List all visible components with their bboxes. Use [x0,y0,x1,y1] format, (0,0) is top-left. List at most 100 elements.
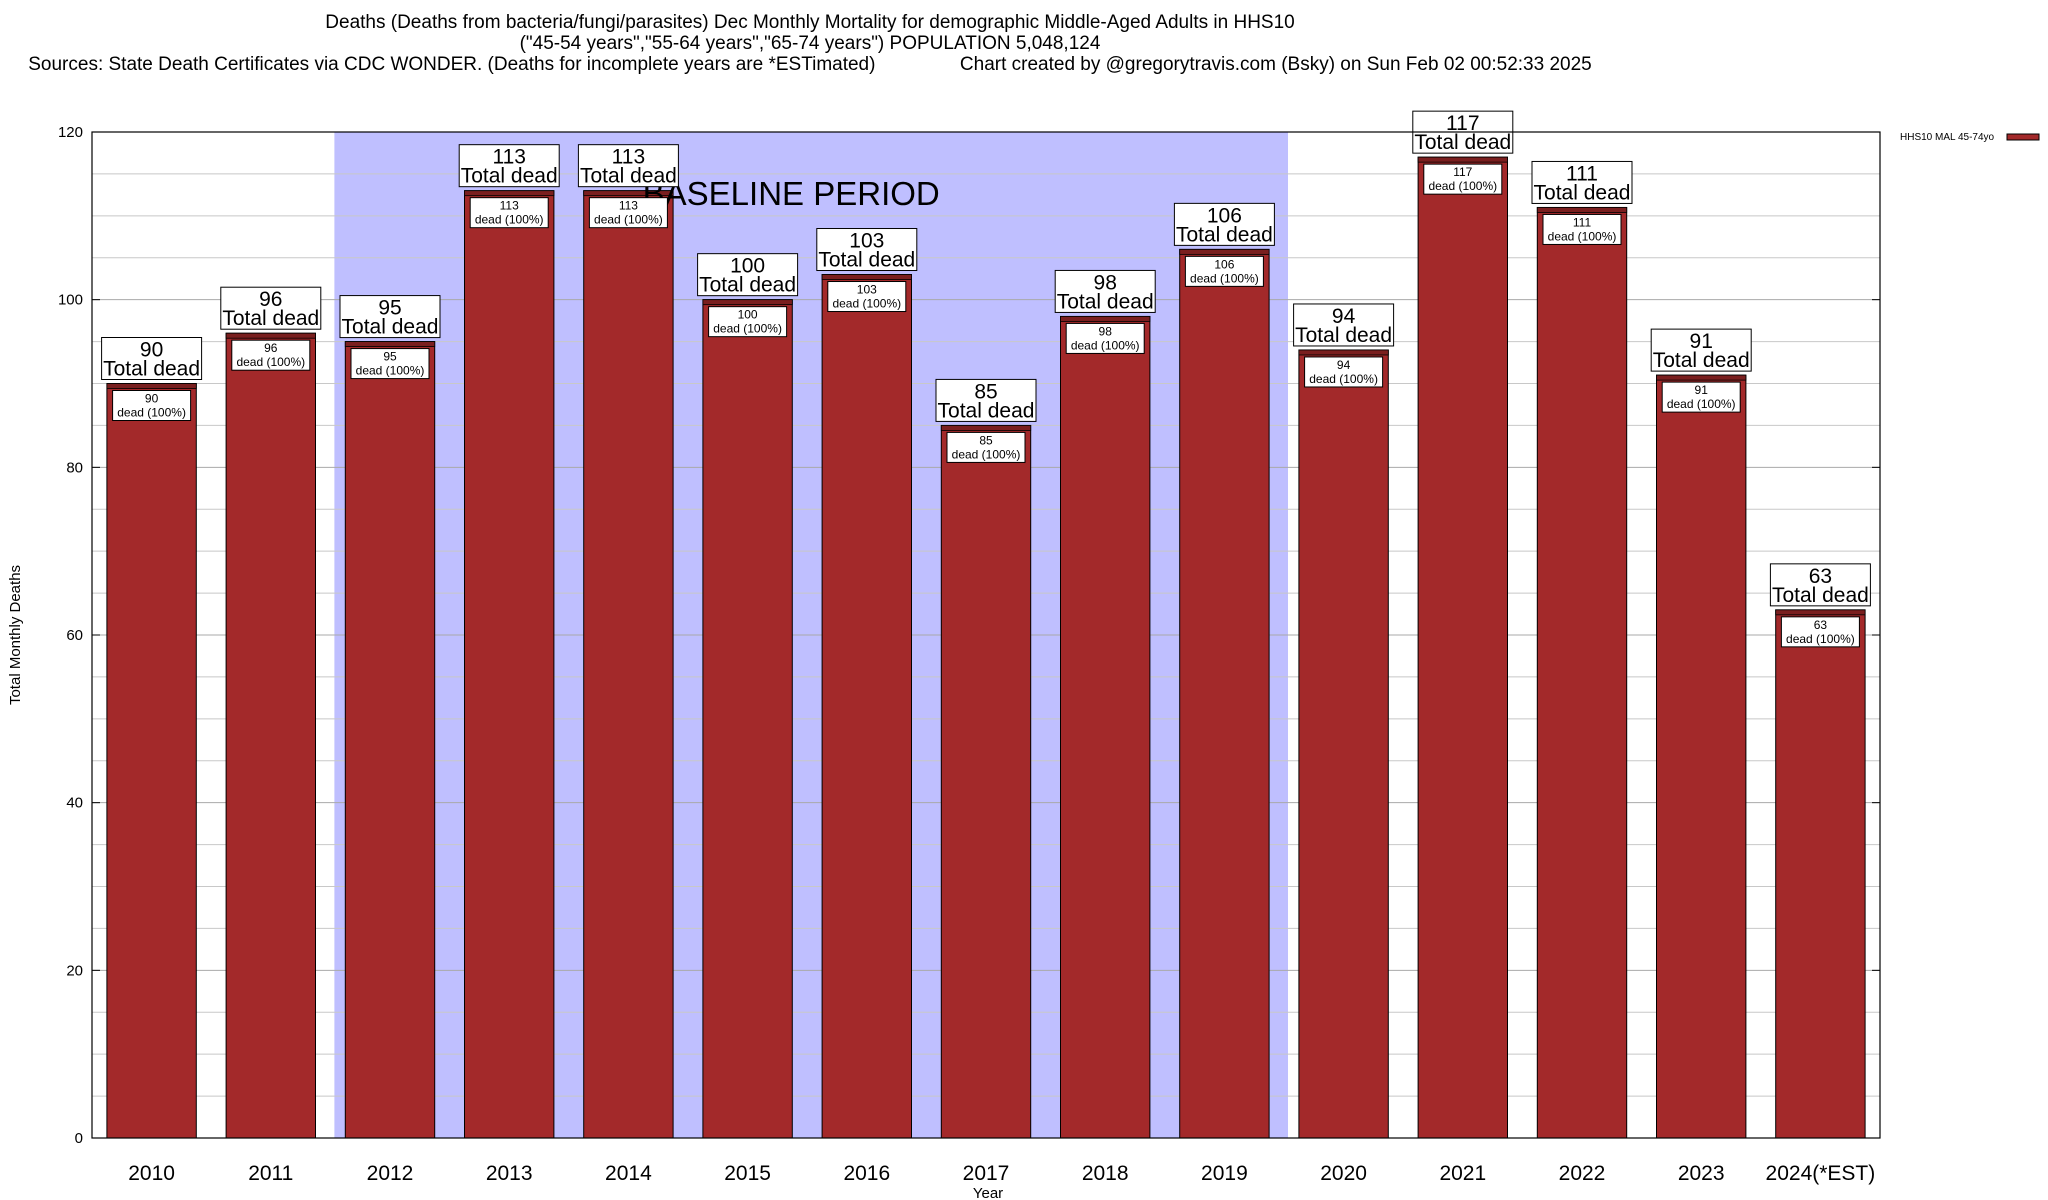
total-dead-label: Total dead [1653,349,1750,372]
y-tick-label: 40 [66,795,83,812]
total-label-box [816,228,918,272]
inner-percent-label: dead (100%) [475,213,544,227]
total-value-label: 91 [1690,330,1713,353]
inner-value-label: 100 [738,308,758,322]
total-dead-label: Total dead [938,399,1035,422]
bar [1179,248,1270,1139]
data-labels-layer: BASELINE PERIOD 90 dead (100%) 90 Total dead… [101,110,1871,648]
inner-percent-label: dead (100%) [236,355,305,369]
inner-percent-label: dead (100%) [1071,338,1140,352]
x-tick-label: 2023 [1678,1162,1725,1185]
x-tick-label: 2011 [248,1162,293,1185]
legend-label: HHS10 MAL 45-74yo [1900,132,1995,143]
bar [821,274,912,1139]
x-tick-label: 2018 [1082,1162,1129,1185]
title-line-1: Deaths (Deaths from bacteria/fungi/paras… [325,12,1295,33]
x-tick-label: 2019 [1201,1162,1248,1185]
bar [225,332,317,1139]
inner-label-box [1542,213,1622,245]
total-dead-label: Total dead [818,249,915,272]
inner-percent-label: dead (100%) [1190,271,1259,285]
x-tick-label: 2013 [486,1162,533,1185]
total-label-box [1650,328,1752,372]
y-tick-label: 20 [66,962,83,979]
total-label-box [1531,160,1633,204]
inner-label-box [469,197,549,229]
total-dead-label: Total dead [1176,223,1273,246]
inner-percent-label: dead (100%) [952,447,1021,461]
bar [940,424,1032,1139]
inner-value-label: 96 [264,341,278,355]
inner-label-box [1304,356,1384,388]
x-tick-label: 2012 [367,1162,414,1185]
inner-label-box [1661,381,1741,413]
x-tick-label: 2020 [1320,1162,1367,1185]
x-tick-label: 2016 [843,1162,890,1185]
bar-top-segment [821,274,912,280]
total-dead-label: Total dead [1295,324,1392,347]
total-label-box [577,144,679,188]
inner-percent-label: dead (100%) [1428,179,1497,193]
bar [464,190,555,1139]
total-dead-label: Total dead [342,316,439,339]
x-tick-label: 2014 [605,1162,652,1185]
total-value-label: 113 [492,146,525,169]
bar-top-segment [1179,248,1270,255]
inner-percent-label: dead (100%) [1548,229,1617,243]
bar [583,190,674,1139]
y-tick-label: 0 [75,1130,83,1147]
inner-value-label: 95 [383,350,397,364]
inner-label-box [1184,255,1264,287]
inner-percent-label: dead (100%) [1786,632,1855,646]
total-label-box [1054,269,1156,313]
title-line-3: Sources: State Death Certificates via CD… [28,54,1592,75]
total-value-label: 85 [974,380,997,403]
bar-top-segment [106,383,197,389]
total-value-label: 96 [259,288,282,311]
inner-value-label: 90 [145,392,159,406]
total-value-label: 90 [140,339,163,362]
baseline-label: BASELINE PERIOD [643,175,940,212]
chart-title: Deaths (Deaths from bacteria/fungi/paras… [0,12,1620,75]
bar [1060,315,1151,1139]
bar [1298,349,1389,1139]
bar-top-segment [1656,374,1747,381]
inner-label-box [588,197,668,229]
total-dead-label: Total dead [222,307,319,330]
inner-value-label: 91 [1695,383,1709,397]
total-value-label: 63 [1809,565,1832,588]
inner-value-label: 113 [500,199,519,213]
inner-value-label: 106 [1214,257,1234,271]
inner-percent-label: dead (100%) [1667,397,1736,411]
x-tick-label: 2017 [963,1162,1010,1185]
inner-value-label: 94 [1337,358,1351,372]
total-label-box [1173,202,1275,246]
inner-value-label: 85 [979,433,993,447]
y-tick-label: 120 [58,124,83,141]
total-value-label: 113 [612,146,645,169]
total-dead-label: Total dead [461,165,558,188]
inner-value-label: 113 [619,199,638,213]
inner-label-box [708,306,788,338]
x-tick-label: 2021 [1439,1162,1486,1185]
inner-value-label: 98 [1099,324,1113,338]
bar-top-segment [1060,316,1151,322]
inner-percent-label: dead (100%) [356,364,425,378]
total-value-label: 100 [730,255,765,278]
total-label-box [697,253,799,297]
total-dead-label: Total dead [699,274,796,297]
inner-percent-label: dead (100%) [594,213,663,227]
inner-percent-label: dead (100%) [1309,372,1378,386]
total-value-label: 103 [849,230,884,253]
inner-value-label: 63 [1814,618,1828,632]
bar [106,383,197,1139]
bar-top-segment [344,341,436,347]
bar-top-segment [1298,349,1389,356]
bar-top-segment [1536,207,1628,213]
inner-percent-label: dead (100%) [713,322,782,336]
x-axis-title: Year [973,1185,1003,1200]
y-tick-label: 100 [58,292,83,309]
x-tick-label: 2024(*EST) [1766,1162,1876,1185]
inner-label-box [1423,163,1503,195]
